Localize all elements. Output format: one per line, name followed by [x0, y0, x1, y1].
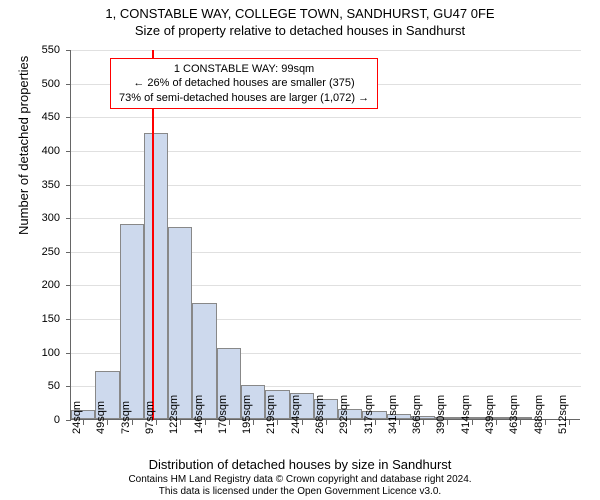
y-tick-mark [66, 252, 71, 253]
histogram-bar [120, 224, 144, 419]
y-tick-label: 100 [0, 347, 60, 359]
annotation-line1: 1 CONSTABLE WAY: 99sqm [119, 62, 369, 76]
histogram-bar [144, 133, 168, 419]
y-tick-label: 50 [0, 380, 60, 392]
x-tick-mark [423, 420, 424, 425]
x-tick-mark [253, 420, 254, 425]
y-tick-label: 150 [0, 313, 60, 325]
y-tick-mark [66, 353, 71, 354]
y-tick-mark [66, 84, 71, 85]
y-tick-label: 450 [0, 111, 60, 123]
y-tick-mark [66, 218, 71, 219]
x-tick-mark [277, 420, 278, 425]
y-tick-label: 0 [0, 414, 60, 426]
y-tick-label: 350 [0, 179, 60, 191]
title-main: 1, CONSTABLE WAY, COLLEGE TOWN, SANDHURS… [0, 0, 600, 21]
x-tick-mark [156, 420, 157, 425]
y-tick-label: 400 [0, 145, 60, 157]
y-tick-mark [66, 50, 71, 51]
chart-area: 1 CONSTABLE WAY: 99sqm ← 26% of detached… [70, 50, 580, 420]
y-tick-label: 500 [0, 78, 60, 90]
gridline [71, 117, 581, 118]
annotation-box: 1 CONSTABLE WAY: 99sqm ← 26% of detached… [110, 58, 378, 109]
gridline [71, 50, 581, 51]
footer-line1: Contains HM Land Registry data © Crown c… [0, 474, 600, 486]
x-tick-mark [447, 420, 448, 425]
x-tick-mark [326, 420, 327, 425]
y-tick-mark [66, 285, 71, 286]
footer: Contains HM Land Registry data © Crown c… [0, 474, 600, 498]
x-tick-mark [350, 420, 351, 425]
x-tick-mark [83, 420, 84, 425]
x-tick-mark [107, 420, 108, 425]
y-tick-mark [66, 151, 71, 152]
y-tick-mark [66, 319, 71, 320]
y-tick-mark [66, 386, 71, 387]
y-tick-label: 300 [0, 212, 60, 224]
footer-line2: This data is licensed under the Open Gov… [0, 486, 600, 498]
x-axis-title: Distribution of detached houses by size … [0, 457, 600, 472]
y-tick-label: 200 [0, 279, 60, 291]
y-tick-label: 250 [0, 246, 60, 258]
y-tick-mark [66, 185, 71, 186]
annotation-line3: 73% of semi-detached houses are larger (… [119, 91, 369, 105]
annotation-line2: ← 26% of detached houses are smaller (37… [119, 76, 369, 90]
histogram-bar [168, 227, 192, 419]
x-tick-mark [496, 420, 497, 425]
y-tick-mark [66, 117, 71, 118]
y-tick-label: 550 [0, 44, 60, 56]
x-tick-mark [180, 420, 181, 425]
x-tick-mark [520, 420, 521, 425]
title-sub: Size of property relative to detached ho… [0, 21, 600, 38]
